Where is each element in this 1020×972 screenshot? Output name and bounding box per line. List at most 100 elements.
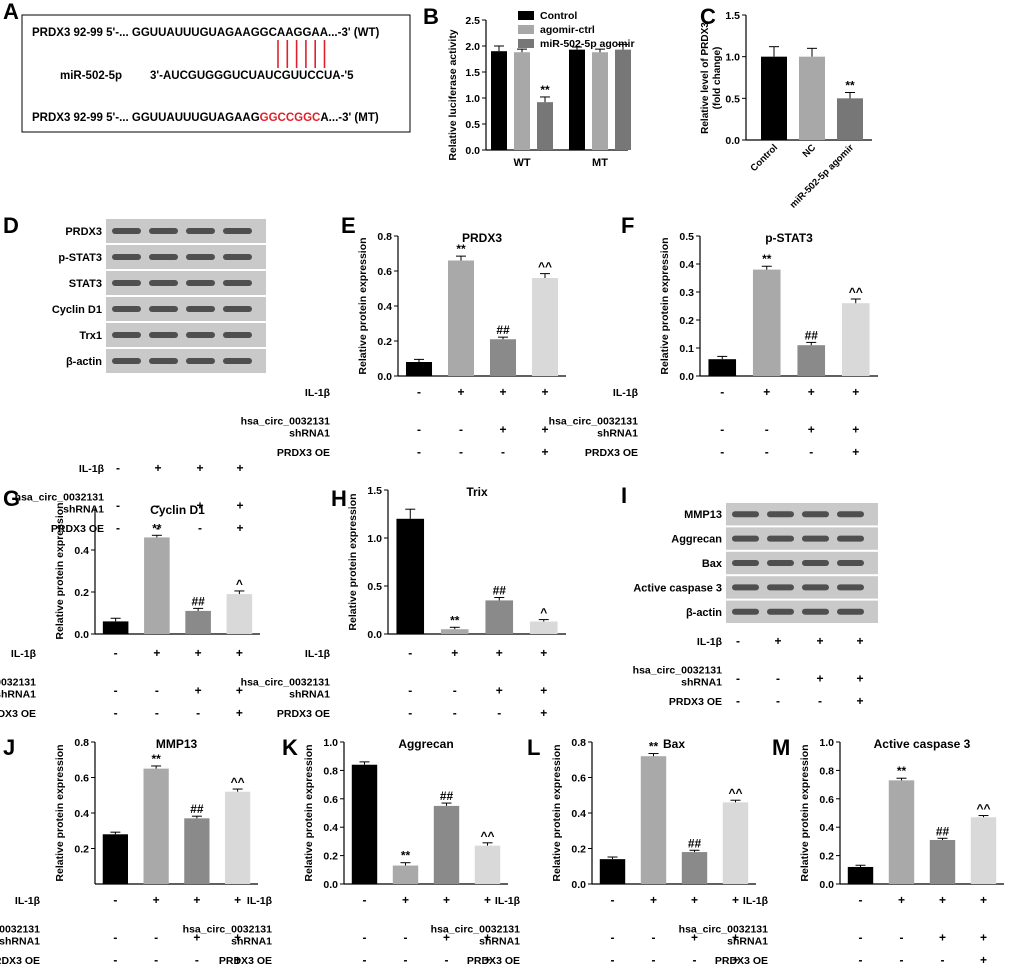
- condition-mark: +: [195, 646, 202, 660]
- condition-mark: -: [404, 931, 408, 945]
- bar: [529, 621, 558, 634]
- blot-band: [186, 306, 215, 312]
- condition-sh-label: hsa_circ_0032131: [633, 665, 722, 677]
- bar: [761, 56, 787, 140]
- significance-mark: ^^: [728, 786, 742, 800]
- condition-sh-label: hsa_circ_0032131: [183, 924, 272, 936]
- condition-mark: -: [154, 953, 158, 967]
- seq-wt-row: PRDX3 92-99 5'-... GGUUAUUUGUAGAAGGCAAGG…: [32, 27, 379, 39]
- x-tick-label: NC: [801, 142, 819, 160]
- y-tick-label: 1.0: [725, 52, 740, 64]
- chart-title: PRDX3: [462, 231, 502, 245]
- condition-mark: +: [193, 893, 200, 907]
- bar: [351, 764, 378, 884]
- blot-band: [186, 280, 215, 286]
- condition-mark: +: [236, 521, 243, 535]
- chart-title: Aggrecan: [398, 737, 453, 751]
- western-blot-I: MMP13 Aggrecan Bax Active caspase 3 β-actin: [633, 503, 878, 623]
- condition-il1b-label: IL-1β: [79, 463, 105, 475]
- condition-mark: +: [496, 684, 503, 698]
- y-tick-label: 0.5: [465, 119, 480, 131]
- condition-mark: -: [114, 684, 118, 698]
- bar: [799, 56, 825, 140]
- blot-label: MMP13: [684, 509, 722, 521]
- chart-title: MMP13: [156, 737, 198, 751]
- condition-mark: +: [484, 953, 491, 967]
- x-tick-label: miR-502-5p agomir: [788, 142, 856, 210]
- y-tick-label: 0.8: [323, 765, 338, 777]
- y-tick-label: 0.8: [819, 765, 834, 777]
- condition-mark: -: [408, 646, 412, 660]
- blot-band: [223, 358, 252, 364]
- condition-il1b-label: IL-1β: [495, 895, 521, 907]
- condition-mark: +: [980, 893, 987, 907]
- condition-mark: -: [113, 931, 117, 945]
- condition-mark: -: [198, 521, 202, 535]
- x-tick-label: WT: [513, 157, 530, 169]
- y-axis-label: Relative level of PRDX3: [700, 22, 711, 134]
- y-tick-label: 0.2: [377, 336, 392, 348]
- y-tick-label: 0.4: [74, 545, 89, 557]
- bar: [592, 52, 608, 150]
- bar: [102, 621, 129, 634]
- bar: [640, 756, 667, 884]
- condition-oe-label: PRDX3 OE: [585, 447, 638, 459]
- condition-mark: +: [153, 646, 160, 660]
- condition-mark: -: [195, 953, 199, 967]
- significance-mark: **: [649, 740, 659, 754]
- condition-il1b-label: IL-1β: [305, 648, 331, 660]
- condition-mark: -: [611, 893, 615, 907]
- condition-mark: -: [363, 931, 367, 945]
- bar: [144, 537, 170, 634]
- condition-mark: -: [736, 634, 740, 648]
- bar: [489, 339, 517, 376]
- y-tick-label: 0.4: [74, 808, 89, 820]
- seq-wt-prefix: PRDX3 92-99 5'-... GGUUAUUUGUAGAAG: [32, 27, 260, 39]
- significance-mark: ##: [805, 328, 819, 342]
- y-tick-label: 0.0: [367, 629, 382, 641]
- bar: [888, 780, 915, 884]
- condition-mark: -: [900, 953, 904, 967]
- blot-band: [767, 511, 794, 518]
- y-tick-label: 0.3: [679, 287, 694, 299]
- blot-band: [112, 228, 141, 234]
- y-tick-label: 0.4: [819, 822, 834, 834]
- y-tick-label: 0.6: [819, 794, 834, 806]
- y-tick-label: 0.4: [323, 822, 338, 834]
- condition-mark: -: [459, 423, 463, 437]
- blot-band: [223, 228, 252, 234]
- significance-mark: ^: [540, 606, 547, 620]
- condition-sh-label: hsa_circ_0032131: [0, 677, 36, 689]
- panel-label-D: D: [3, 213, 19, 238]
- condition-mark: -: [114, 646, 118, 660]
- panel-label-M: M: [772, 735, 790, 760]
- condition-mark: -: [363, 953, 367, 967]
- blot-band: [149, 280, 178, 286]
- y-tick-label: 2.0: [465, 41, 480, 53]
- condition-oe-label: PRDX3 OE: [219, 955, 272, 967]
- condition-oe-label: PRDX3 OE: [669, 696, 722, 708]
- y-tick-label: 0.0: [725, 135, 740, 147]
- chart-title: Bax: [663, 737, 685, 751]
- blot-band: [186, 228, 215, 234]
- bar: [485, 600, 514, 634]
- legend-label: Control: [540, 10, 577, 22]
- significance-mark: **: [845, 79, 855, 93]
- y-tick-label: 1.0: [367, 533, 382, 545]
- condition-oe-label: PRDX3 OE: [0, 955, 40, 967]
- y-tick-label: 0.6: [571, 773, 586, 785]
- y-tick-label: 0.2: [74, 844, 89, 856]
- y-tick-label: 0.8: [571, 737, 586, 749]
- blot-band: [223, 332, 252, 338]
- significance-mark: **: [151, 752, 161, 766]
- bar: [929, 839, 956, 884]
- blot-label: β-actin: [686, 607, 722, 619]
- legend-swatch: [518, 11, 534, 20]
- condition-mark: +: [236, 684, 243, 698]
- condition-mark: +: [852, 445, 859, 459]
- condition-mark: +: [153, 893, 160, 907]
- condition-mark: +: [457, 385, 464, 399]
- y-tick-label: 0.5: [367, 581, 382, 593]
- chart-title: Active caspase 3: [874, 737, 971, 751]
